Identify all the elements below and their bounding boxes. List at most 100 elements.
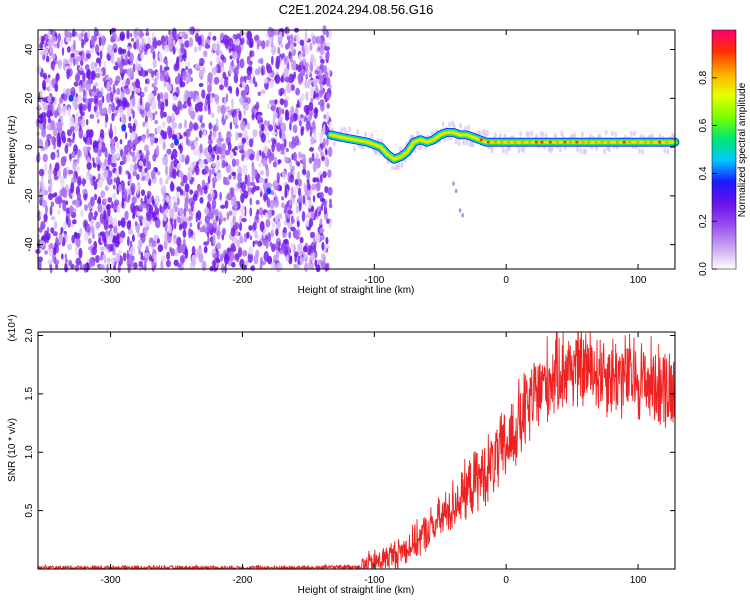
noise-blob bbox=[136, 173, 140, 181]
ridge-halo bbox=[490, 147, 494, 154]
noise-blob bbox=[212, 259, 216, 268]
noise-blob bbox=[307, 68, 311, 76]
noise-blob bbox=[190, 26, 194, 35]
noise-blob bbox=[283, 67, 289, 78]
noise-blob bbox=[68, 260, 73, 267]
noise-blob bbox=[164, 44, 170, 53]
noise-blob bbox=[92, 160, 96, 168]
noise-blob bbox=[295, 201, 300, 208]
noise-blob bbox=[42, 79, 46, 90]
noise-blob bbox=[131, 196, 137, 205]
noise-blob bbox=[297, 64, 302, 73]
noise-blob bbox=[299, 236, 304, 244]
noise-blob bbox=[123, 144, 129, 156]
noise-blob bbox=[261, 40, 266, 50]
noise-blob bbox=[43, 213, 48, 223]
noise-blob bbox=[226, 131, 232, 139]
noise-blob bbox=[243, 237, 247, 243]
noise-blob bbox=[230, 227, 236, 237]
noise-blob bbox=[319, 174, 323, 184]
noise-blob bbox=[214, 94, 220, 103]
noise-blob bbox=[285, 43, 289, 50]
noise-blob bbox=[101, 107, 106, 114]
noise-blob bbox=[291, 136, 295, 145]
noise-blob bbox=[248, 225, 253, 231]
noise-blob bbox=[151, 199, 155, 206]
noise-blob bbox=[60, 38, 64, 48]
noise-blob bbox=[267, 26, 273, 38]
noise-blob bbox=[323, 200, 327, 207]
noise-blob bbox=[47, 117, 52, 124]
noise-blob bbox=[132, 170, 137, 177]
noise-blob bbox=[38, 227, 43, 233]
ridge-halo bbox=[584, 148, 588, 155]
noise-blob bbox=[313, 108, 319, 114]
noise-blob bbox=[193, 122, 199, 131]
noise-blob bbox=[162, 140, 166, 151]
noise-blob bbox=[307, 211, 312, 218]
noise-blob bbox=[302, 194, 306, 205]
noise-blob bbox=[158, 52, 163, 60]
noise-blob bbox=[153, 216, 158, 222]
ridge-halo bbox=[580, 131, 584, 138]
ridge-halo bbox=[629, 130, 633, 137]
ridge-halo bbox=[375, 149, 379, 156]
noise-blob bbox=[61, 253, 64, 260]
noise-blob bbox=[191, 145, 194, 150]
noise-blob bbox=[146, 160, 152, 171]
noise-blob bbox=[324, 71, 329, 79]
ridge-halo bbox=[550, 145, 554, 152]
noise-blob bbox=[162, 213, 167, 222]
noise-blob bbox=[310, 136, 314, 145]
snr-y-axis: 0.5 1.0 1.5 2.0 bbox=[24, 328, 675, 518]
noise-blob bbox=[281, 122, 287, 133]
noise-blob bbox=[311, 35, 317, 45]
noise-blob bbox=[154, 111, 158, 115]
noise-blob bbox=[158, 135, 163, 145]
noise-blob bbox=[78, 247, 83, 259]
noise-blob bbox=[87, 202, 91, 209]
noise-blob bbox=[63, 233, 67, 239]
noise-blob bbox=[219, 191, 223, 201]
noise-blob bbox=[97, 202, 103, 213]
noise-blob bbox=[111, 257, 115, 267]
noise-blob bbox=[60, 227, 64, 234]
noise-blob bbox=[311, 205, 315, 213]
noise-blob bbox=[99, 264, 105, 270]
noise-blob bbox=[320, 260, 326, 269]
noise-blob bbox=[197, 221, 200, 230]
noise-blob bbox=[266, 197, 271, 208]
noise-blob bbox=[328, 29, 332, 40]
noise-blob bbox=[249, 138, 254, 148]
noise-blob bbox=[238, 145, 244, 150]
noise-hotspot bbox=[173, 138, 179, 146]
noise-blob bbox=[281, 196, 285, 201]
noise-blob bbox=[85, 223, 91, 233]
noise-blob bbox=[172, 104, 177, 112]
noise-blob bbox=[106, 169, 113, 178]
noise-blob bbox=[176, 132, 180, 140]
noise-blob bbox=[308, 101, 314, 112]
noise-blob bbox=[39, 212, 43, 218]
noise-blob bbox=[155, 71, 160, 81]
noise-blob bbox=[203, 130, 207, 137]
noise-blob bbox=[149, 134, 155, 145]
noise-blob bbox=[265, 39, 270, 48]
noise-blob bbox=[167, 233, 172, 244]
noise-blob bbox=[170, 180, 174, 191]
noise-blob bbox=[309, 73, 313, 78]
noise-blob bbox=[305, 120, 311, 130]
spectrogram-y-tick-label: 20 bbox=[24, 92, 35, 104]
spectrogram-x-tick-label: -300 bbox=[101, 275, 121, 286]
noise-blob bbox=[126, 106, 132, 118]
spectrogram-y-axis: -40 -20 0 20 40 bbox=[24, 44, 675, 252]
noise-blob bbox=[190, 110, 196, 120]
noise-blob bbox=[235, 86, 240, 97]
noise-blob bbox=[283, 239, 289, 245]
noise-blob bbox=[92, 175, 96, 187]
noise-blob bbox=[254, 230, 258, 239]
noise-blob bbox=[179, 32, 183, 38]
noise-blob bbox=[267, 255, 273, 265]
noise-blob bbox=[54, 162, 60, 172]
noise-blob bbox=[188, 121, 194, 132]
